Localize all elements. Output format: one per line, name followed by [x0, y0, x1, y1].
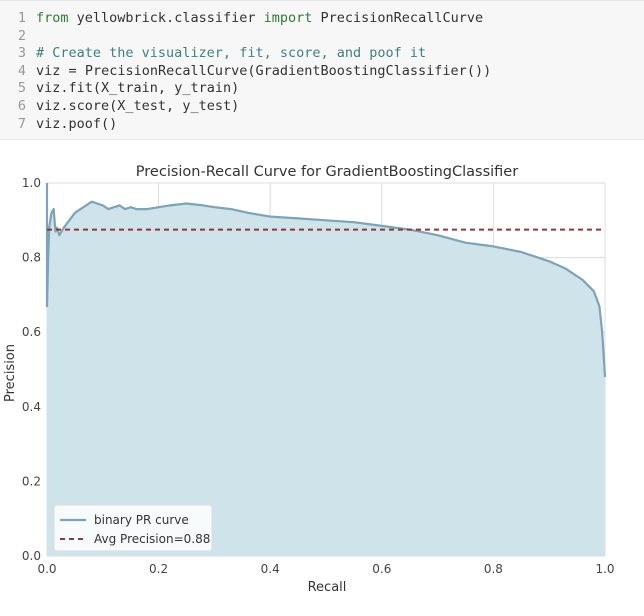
- line-number: 4: [17, 62, 26, 79]
- y-axis-label: Precision: [3, 344, 18, 402]
- x-axis-label: Recall: [308, 580, 347, 595]
- x-tick-label: 0.6: [372, 562, 391, 576]
- line-number: 5: [17, 80, 26, 97]
- y-tick-label: 0.2: [22, 474, 41, 488]
- code-text: viz.score(X_test, y_test): [36, 98, 240, 114]
- chart-svg: Precision-Recall Curve for GradientBoost…: [3, 164, 615, 595]
- code-line: 1 from yellowbrick.classifier import Prec…: [0, 9, 483, 28]
- y-tick-label: 0.0: [22, 549, 41, 563]
- y-tick-label: 0.6: [22, 325, 41, 339]
- code-line: 2: [0, 27, 36, 46]
- line-number: 2: [17, 27, 26, 44]
- legend-label-pr: binary PR curve: [94, 513, 189, 527]
- line-number: 6: [17, 98, 26, 114]
- line-number: 7: [17, 115, 26, 132]
- x-tick-label: 1.0: [595, 562, 614, 576]
- x-tick-label: 0.8: [484, 562, 503, 576]
- y-tick-label: 0.8: [22, 251, 41, 265]
- code-text: # Create the visualizer, fit, score, and…: [36, 45, 427, 62]
- pr-curve-fill: [47, 183, 605, 556]
- x-tick-label: 0.2: [149, 562, 168, 576]
- x-tick-label: 0.0: [37, 562, 56, 576]
- code-text: viz.fit(X_train, y_train): [36, 80, 240, 97]
- code-line: 4 viz = PrecisionRecallCurve(GradientBoos…: [0, 62, 491, 81]
- y-tick-label: 1.0: [22, 176, 41, 190]
- line-number: 1: [17, 10, 26, 26]
- line-number: 3: [17, 45, 26, 62]
- legend-label-avg: Avg Precision=0.88: [94, 532, 210, 546]
- chart-title: Precision-Recall Curve for GradientBoost…: [136, 164, 518, 180]
- x-tick-label: 0.4: [261, 562, 280, 576]
- legend: binary PR curve Avg Precision=0.88: [53, 504, 213, 552]
- code-line: 3 # Create the visualizer, fit, score, an…: [0, 44, 426, 63]
- legend-box: [53, 504, 213, 552]
- code-line: 7 viz.poof(): [0, 115, 117, 134]
- code-text: from yellowbrick.classifier import Preci…: [36, 10, 484, 26]
- pr-curve-chart: Precision-Recall Curve for GradientBoost…: [0, 150, 644, 612]
- code-cell[interactable]: 1 from yellowbrick.classifier import Prec…: [0, 0, 644, 140]
- y-tick-label: 0.4: [22, 400, 41, 414]
- code-text: viz = PrecisionRecallCurve(GradientBoost…: [36, 62, 492, 79]
- code-line: 5 viz.fit(X_train, y_train): [0, 79, 239, 98]
- code-text: viz.poof(): [36, 115, 118, 132]
- code-line: 6 viz.score(X_test, y_test): [0, 97, 239, 116]
